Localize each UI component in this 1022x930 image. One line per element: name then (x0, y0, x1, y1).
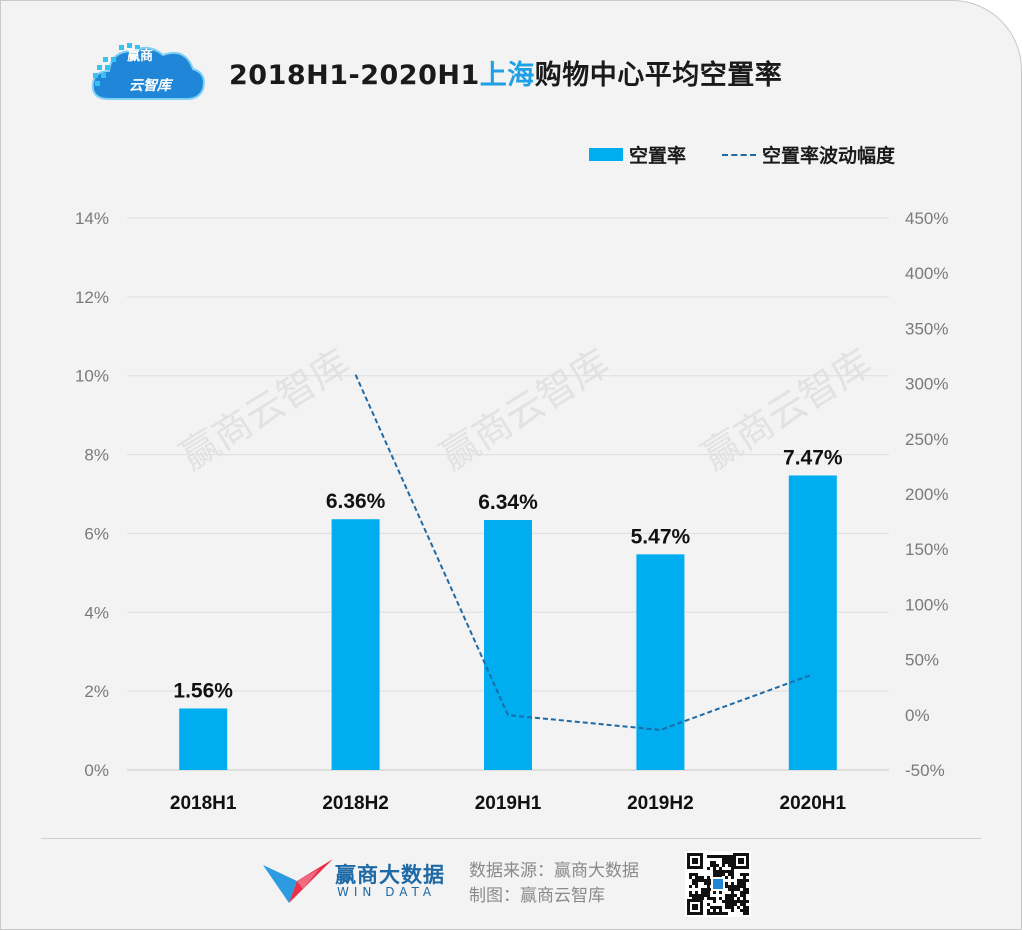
y-right-tick-label: 100% (905, 595, 948, 614)
chart-area: 赢商云智库 赢商云智库 赢商云智库0%2%4%6%8%10%12%14%-50%0%… (75, 209, 949, 814)
legend: 空置率 空置率波动幅度 (589, 141, 895, 168)
y-right-tick-label: -50% (905, 761, 945, 780)
win-data-logo-icon (263, 859, 333, 903)
watermark-text: 赢商云智库 (172, 341, 356, 479)
qr-code-icon (685, 851, 751, 917)
logo-subtext: 云智库 (129, 78, 171, 94)
title-suffix: 购物中心平均空置率 (534, 60, 783, 91)
bar-data-label: 6.34% (478, 491, 538, 514)
title-prefix: 2018H1-2020H1 (229, 60, 480, 91)
footer-divider (41, 838, 981, 839)
y-right-tick-label: 250% (905, 430, 948, 449)
y-left-tick-label: 6% (84, 524, 109, 543)
bar (636, 554, 685, 770)
y-left-tick-label: 10% (75, 367, 109, 386)
source-line: 数据来源：赢商大数据 (469, 861, 639, 881)
y-right-tick-label: 400% (905, 264, 948, 283)
bar-data-label: 5.47% (631, 525, 691, 548)
y-right-tick-label: 350% (905, 319, 948, 338)
x-tick-label: 2019H1 (475, 793, 542, 814)
watermark-text: 赢商云智库 (432, 341, 616, 479)
bar (179, 708, 228, 770)
bar (331, 519, 380, 770)
y-right-tick-label: 450% (905, 209, 948, 228)
maker-line: 制图：赢商云智库 (469, 886, 605, 906)
bar-data-label: 7.47% (783, 446, 843, 469)
bar (484, 520, 532, 770)
bar-data-label: 6.36% (326, 490, 386, 513)
x-tick-label: 2020H1 (780, 793, 847, 814)
y-right-tick-label: 50% (905, 651, 939, 670)
brand-name: 赢商大数据 (335, 863, 445, 887)
y-right-tick-label: 150% (905, 540, 948, 559)
legend-line-swatch (722, 153, 757, 156)
title-highlight: 上海 (479, 60, 535, 91)
x-tick-label: 2018H2 (322, 793, 389, 814)
y-right-tick-label: 300% (905, 375, 948, 394)
bar (788, 475, 837, 770)
y-left-tick-label: 0% (84, 761, 109, 780)
cloud-logo-icon (91, 43, 205, 100)
y-left-tick-label: 14% (75, 209, 109, 228)
logo-text: 赢商 (127, 49, 154, 64)
legend-bar-label: 空置率 (629, 145, 687, 167)
y-right-tick-label: 0% (905, 706, 930, 725)
y-left-tick-label: 12% (75, 288, 109, 307)
y-left-tick-label: 8% (84, 446, 109, 465)
brand-subtitle: WIN DATA (337, 885, 437, 899)
source-note: 数据来源：赢商大数据 制图：赢商云智库 (469, 859, 639, 909)
legend-bar-swatch (589, 148, 623, 161)
line-series (354, 374, 814, 731)
legend-line-label: 空置率波动幅度 (762, 145, 896, 167)
chart-title: 2018H1-2020H1上海购物中心平均空置率 (229, 53, 782, 92)
x-tick-label: 2018H1 (170, 793, 237, 814)
y-right-tick-label: 200% (905, 485, 948, 504)
y-left-tick-label: 2% (84, 682, 109, 701)
bar-data-label: 1.56% (173, 679, 233, 702)
x-tick-label: 2019H2 (627, 793, 694, 814)
y-left-tick-label: 4% (84, 603, 109, 622)
